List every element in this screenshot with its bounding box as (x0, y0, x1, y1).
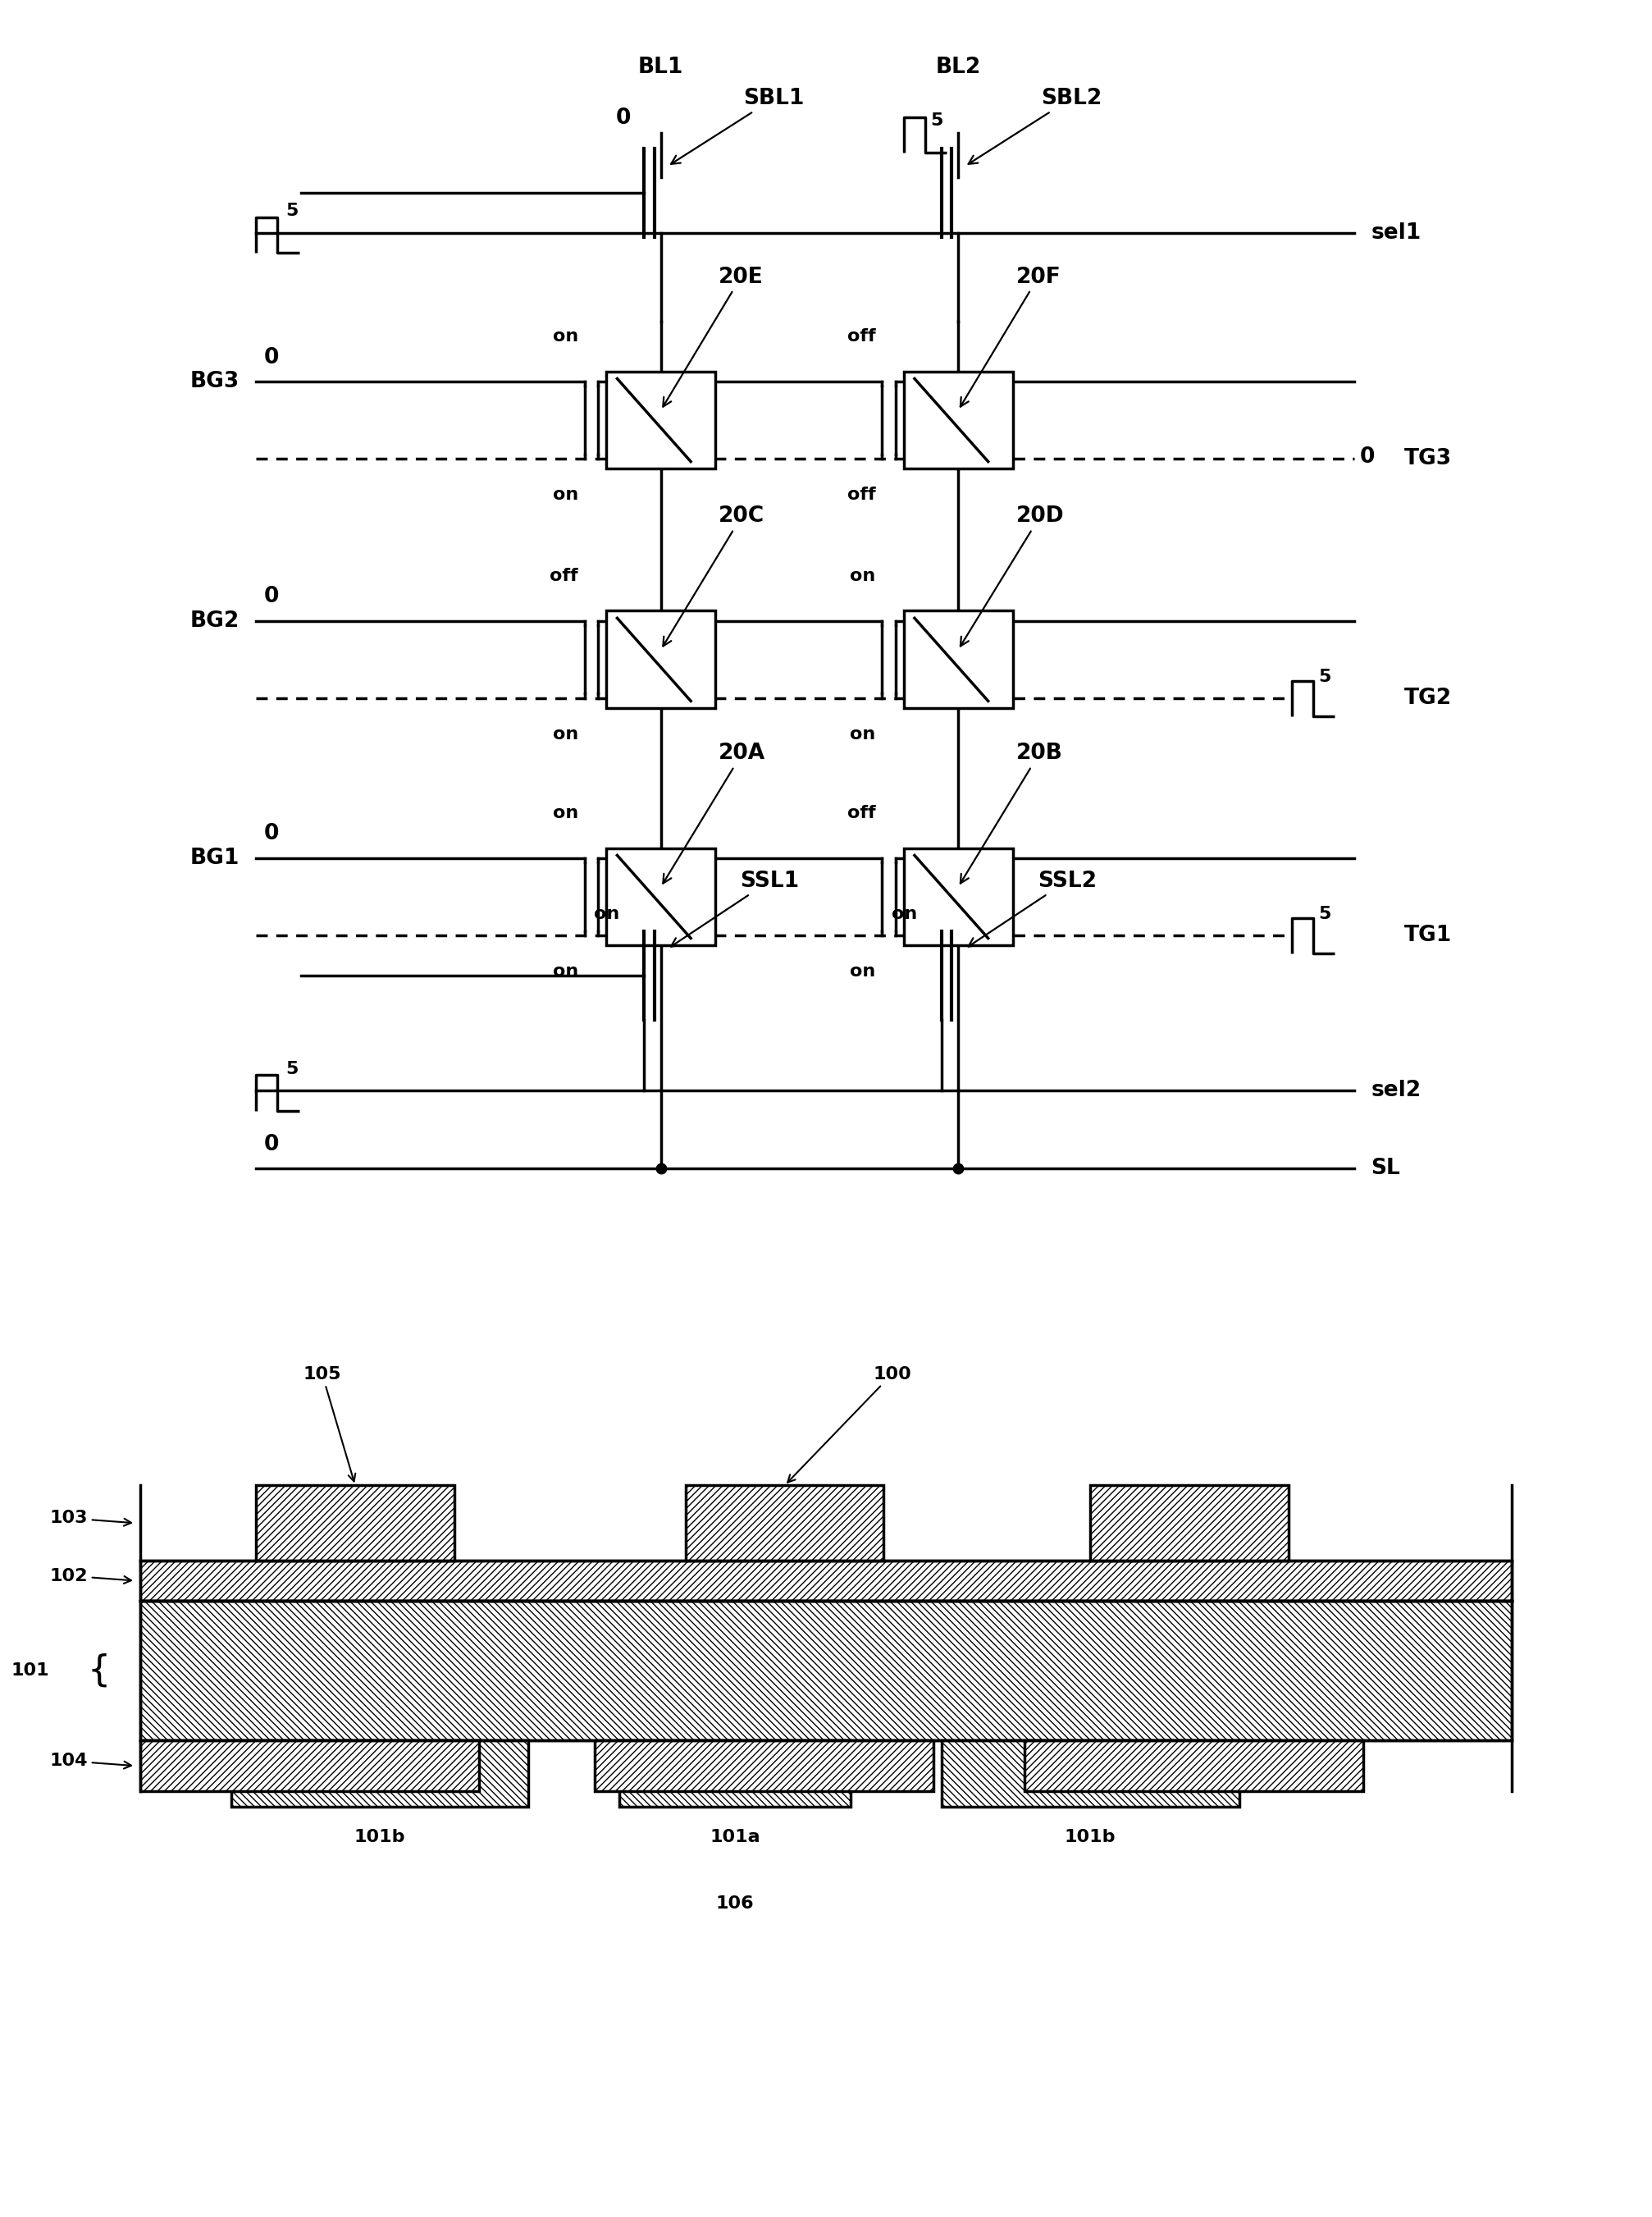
Text: 106: 106 (715, 1896, 755, 1911)
Text: on: on (552, 488, 578, 503)
Text: 101a: 101a (710, 1829, 760, 1845)
Text: on: on (552, 964, 578, 980)
Bar (256, 1485, 454, 1561)
Text: 0: 0 (264, 346, 279, 368)
Bar (904, 610, 1013, 709)
Text: BL2: BL2 (935, 55, 981, 78)
Text: BL1: BL1 (638, 55, 684, 78)
Bar (606, 372, 715, 470)
Text: 100: 100 (788, 1366, 912, 1483)
Bar (904, 849, 1013, 947)
Text: 0: 0 (1360, 446, 1374, 468)
Text: on: on (890, 907, 917, 922)
Text: SBL1: SBL1 (671, 89, 805, 164)
Text: on: on (593, 907, 620, 922)
Bar (595, 1740, 933, 1791)
Bar (620, 1740, 851, 1807)
Text: 104: 104 (50, 1754, 131, 1769)
Text: SL: SL (1371, 1157, 1401, 1179)
Text: 20D: 20D (960, 505, 1064, 645)
Bar (140, 1740, 479, 1791)
Bar (904, 372, 1013, 470)
Text: BG3: BG3 (190, 370, 240, 392)
Text: on: on (552, 805, 578, 823)
Text: 101b: 101b (1064, 1829, 1117, 1845)
Text: TG1: TG1 (1404, 924, 1452, 947)
Text: TG2: TG2 (1404, 687, 1452, 709)
Text: 20F: 20F (960, 266, 1061, 406)
Text: BG2: BG2 (190, 610, 240, 632)
Text: 20E: 20E (662, 266, 763, 406)
Bar (606, 610, 715, 709)
Text: off: off (550, 568, 578, 583)
Text: 20C: 20C (662, 505, 765, 645)
Text: on: on (552, 328, 578, 346)
Text: off: off (847, 488, 876, 503)
Text: 0: 0 (616, 106, 631, 129)
Text: {: { (88, 1654, 111, 1687)
Text: BG1: BG1 (190, 847, 240, 869)
Text: sel1: sel1 (1371, 222, 1421, 244)
Text: 0: 0 (264, 585, 279, 607)
Text: 101: 101 (12, 1663, 50, 1678)
Bar (1090, 1485, 1289, 1561)
Text: 101b: 101b (354, 1829, 406, 1845)
Text: off: off (847, 328, 876, 346)
Bar (1024, 1740, 1363, 1791)
Text: 5: 5 (286, 204, 299, 219)
Text: TG3: TG3 (1404, 448, 1452, 470)
Text: 5: 5 (1318, 907, 1332, 922)
Text: SSL2: SSL2 (968, 871, 1097, 947)
Text: 5: 5 (930, 113, 943, 129)
Bar (606, 849, 715, 947)
Text: on: on (849, 727, 876, 743)
Text: 105: 105 (302, 1366, 355, 1481)
Text: on: on (849, 568, 876, 583)
Text: 5: 5 (286, 1062, 299, 1077)
Text: 102: 102 (50, 1567, 131, 1583)
Text: 20B: 20B (960, 743, 1062, 882)
Text: SSL1: SSL1 (671, 871, 800, 947)
Text: off: off (847, 805, 876, 823)
Text: 20A: 20A (662, 743, 765, 882)
Bar (140, 1561, 1512, 1601)
Text: on: on (849, 964, 876, 980)
Text: 0: 0 (264, 1133, 279, 1155)
Text: on: on (552, 727, 578, 743)
Text: sel2: sel2 (1371, 1080, 1421, 1102)
Text: 5: 5 (1318, 670, 1332, 685)
Text: SBL2: SBL2 (968, 89, 1102, 164)
Text: 103: 103 (50, 1510, 131, 1525)
Text: 0: 0 (264, 823, 279, 845)
Bar (686, 1485, 884, 1561)
Bar (942, 1740, 1239, 1807)
Bar (231, 1740, 529, 1807)
Bar (140, 1601, 1512, 1740)
